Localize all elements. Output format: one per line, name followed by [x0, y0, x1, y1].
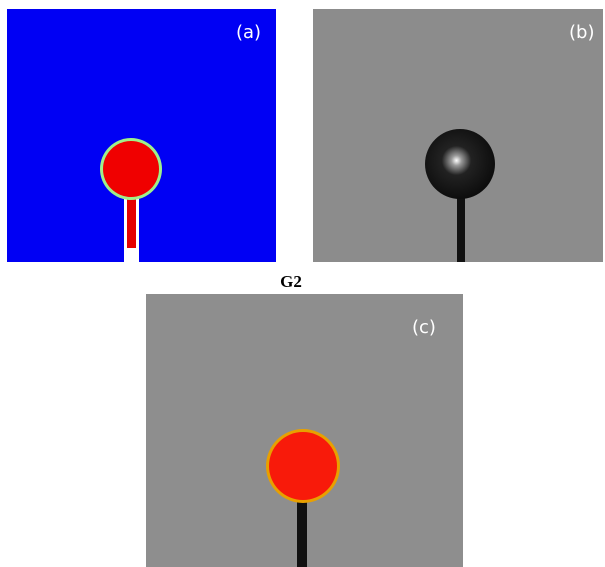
- droplet: [425, 129, 495, 199]
- droplet: [103, 141, 159, 197]
- figure: (a) (b) G2 (c): [0, 0, 605, 567]
- stem: [127, 196, 136, 248]
- panel-b: (b): [313, 9, 603, 262]
- stem: [297, 495, 307, 567]
- droplet: [269, 432, 337, 500]
- page: {"panels": [{"label": "(a)"}, {"label": …: [0, 0, 605, 567]
- panel-a: (a): [7, 9, 276, 262]
- simulation-background: [7, 9, 276, 262]
- panel-label: (c): [412, 317, 436, 338]
- panel-c: (c): [146, 294, 463, 567]
- panel-label: (b): [569, 22, 594, 43]
- panel-label: (a): [236, 22, 261, 43]
- caption: G2: [280, 272, 302, 291]
- stem: [457, 190, 465, 262]
